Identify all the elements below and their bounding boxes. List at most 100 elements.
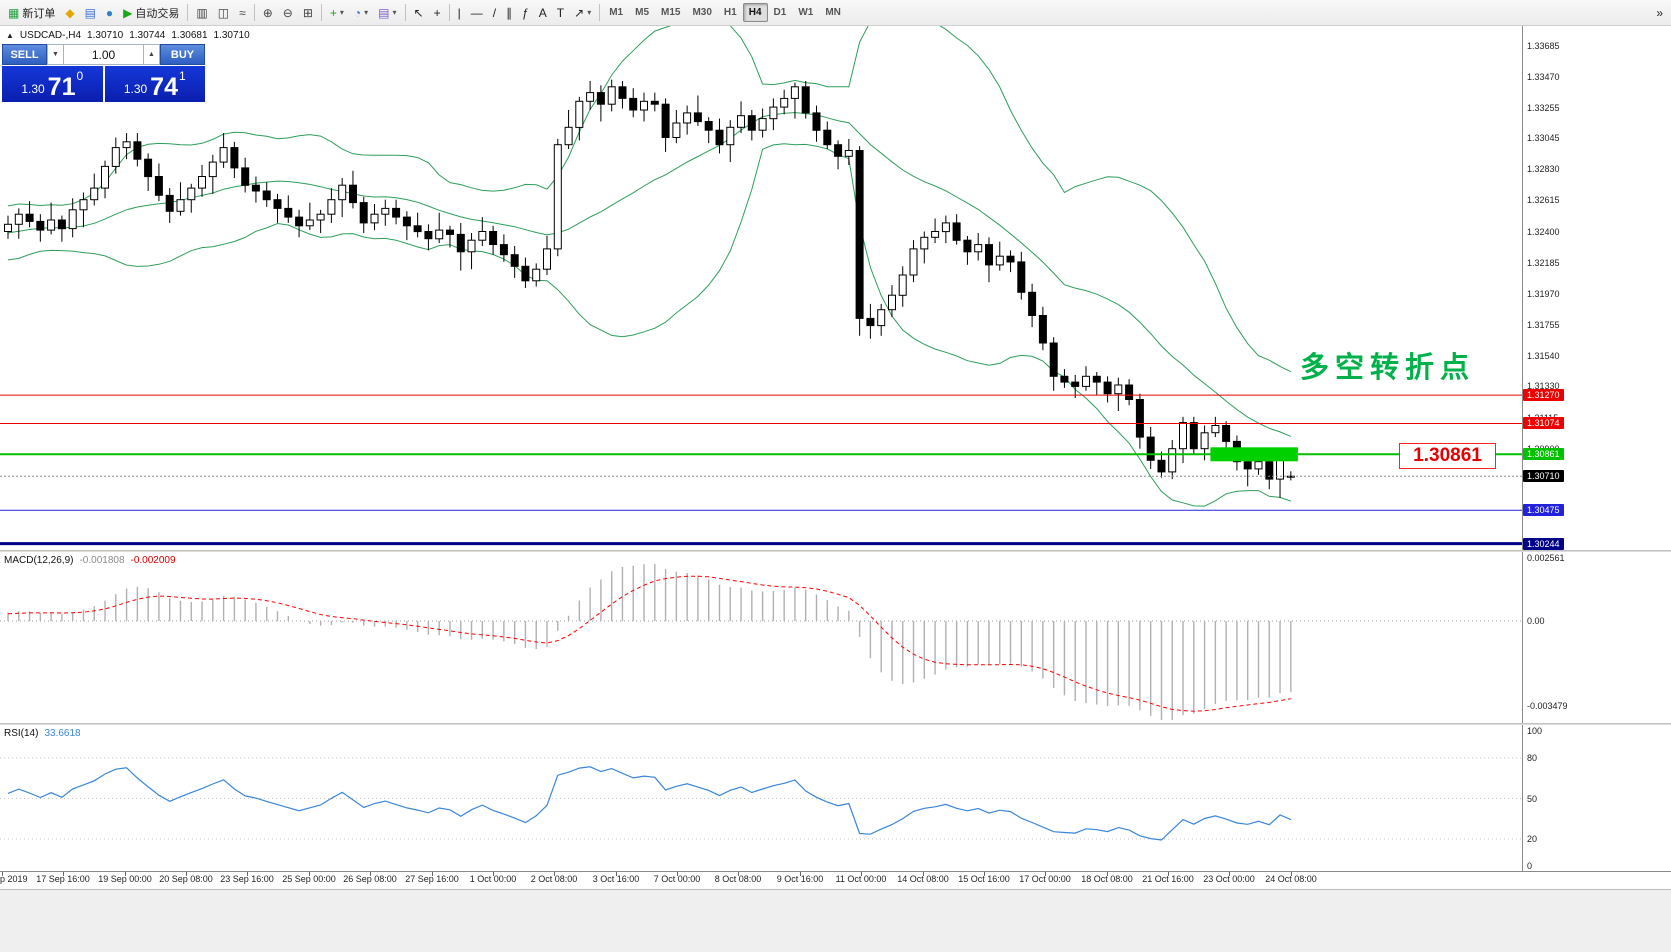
candle-body <box>1222 425 1231 442</box>
templates-button[interactable]: ▤ ▾ <box>373 3 401 23</box>
symbol-period-label: USDCAD-,H4 <box>19 30 82 41</box>
time-axis-label: 17 Sep 16:00 <box>36 874 90 884</box>
candle-body <box>629 97 638 111</box>
sell-button[interactable]: SELL <box>2 44 47 65</box>
market-watch-icon: ▤ <box>84 5 96 20</box>
crosshair-button[interactable]: + <box>429 3 446 23</box>
main-chart[interactable] <box>0 26 1522 550</box>
tile-windows-button[interactable]: ⊞ <box>298 3 318 23</box>
text-label-icon: T <box>556 5 565 20</box>
candle-body <box>553 144 562 250</box>
candle-body <box>295 216 304 227</box>
candle-body <box>47 219 56 231</box>
timeframe-m5-button[interactable]: M5 <box>635 7 650 18</box>
buy-price-display[interactable]: 1.30 74 1 <box>104 66 205 102</box>
chart-profile-icon: ◆ <box>65 5 75 20</box>
candle-body <box>187 187 196 201</box>
time-axis-tick <box>2 872 3 876</box>
time-axis-label: 27 Sep 16:00 <box>405 874 459 884</box>
templates-icon: ▤ <box>378 5 390 20</box>
candle-body <box>133 141 142 160</box>
candle-body <box>683 112 692 124</box>
zoom-out-button[interactable]: ⊖ <box>278 3 298 23</box>
price-axis-label: 1.33045 <box>1527 133 1560 143</box>
timeframe-h1-button[interactable]: H1 <box>723 7 737 18</box>
vertical-line-icon: | <box>457 5 461 20</box>
candle-body <box>402 216 411 227</box>
cursor-button[interactable]: ↖ <box>409 3 429 23</box>
periods-button[interactable]: ◔ ▾ <box>349 3 373 23</box>
rsi-axis-label: 20 <box>1527 834 1538 844</box>
volume-input[interactable] <box>64 44 143 65</box>
candle-body <box>941 222 950 233</box>
macd-axis-label: -0.003479 <box>1527 701 1568 711</box>
timeframe-w1-button[interactable]: W1 <box>798 7 814 18</box>
candle-body <box>316 213 325 221</box>
chart-profile-button[interactable]: ◆ <box>60 3 79 23</box>
rsi-axis-label: 80 <box>1527 753 1538 763</box>
rsi-line <box>7 766 1292 841</box>
volume-increase-button[interactable]: ▲ <box>143 44 160 65</box>
buy-button[interactable]: BUY <box>160 44 205 65</box>
candle-body <box>985 244 993 266</box>
price-callout-box[interactable]: 1.30861 <box>1399 443 1496 469</box>
candle-body <box>456 233 465 253</box>
timeframe-mn-button[interactable]: MN <box>825 7 841 18</box>
time-axis-tick <box>493 872 494 876</box>
time-axis-label: 23 Sep 16:00 <box>220 874 274 884</box>
candle-body <box>79 199 88 211</box>
timeframe-d1-button[interactable]: D1 <box>773 7 787 18</box>
candle-body <box>888 294 896 311</box>
candle-body <box>57 219 66 230</box>
trendline-button[interactable]: / <box>488 3 501 23</box>
candle-body <box>165 194 174 212</box>
line-chart-button[interactable]: ≈ <box>234 3 251 23</box>
channel-button[interactable]: ∥ <box>501 3 517 23</box>
toolbar-overflow-button[interactable]: » <box>1651 3 1668 23</box>
zoom-in-button[interactable]: ⊕ <box>258 3 278 23</box>
price-axis-label: 1.32185 <box>1527 258 1560 268</box>
timeframe-h4-button[interactable]: H4 <box>742 3 768 22</box>
navigator-button[interactable]: ● <box>101 3 118 23</box>
crosshair-icon: + <box>433 5 441 20</box>
vertical-line-button[interactable]: | <box>453 3 466 23</box>
overflow-icon: » <box>1656 5 1663 20</box>
panel-splitter-rsi[interactable] <box>0 723 1671 725</box>
timeframe-m15-button[interactable]: M15 <box>661 7 681 18</box>
channel-icon: ∥ <box>506 5 513 20</box>
market-watch-button[interactable]: ▤ <box>80 3 101 23</box>
volume-decrease-button[interactable]: ▼ <box>47 44 64 65</box>
indicators-button[interactable]: + ▾ <box>325 3 349 23</box>
new-order-button[interactable]: ▦ 新订单 <box>3 3 60 23</box>
time-axis-tick <box>1229 872 1230 876</box>
turning-point-annotation[interactable]: 多空转折点 <box>1300 352 1476 384</box>
candle-body <box>1071 381 1080 387</box>
horizontal-line-button[interactable]: — <box>466 3 488 23</box>
candle-body <box>704 121 713 131</box>
high-value: 1.30744 <box>129 30 166 41</box>
candle-body <box>424 231 433 240</box>
rsi-panel[interactable] <box>0 725 1522 871</box>
toolbar-separator <box>404 4 406 21</box>
candle-chart-button[interactable]: ◫ <box>213 3 234 23</box>
label-button[interactable]: T <box>552 3 569 23</box>
timeframe-m1-button[interactable]: M1 <box>609 7 624 18</box>
bar-chart-button[interactable]: ▥ <box>191 3 212 23</box>
macd-axis-label: 0.002561 <box>1527 553 1565 563</box>
arrows-button[interactable]: ↗ ▾ <box>569 3 596 23</box>
fibonacci-button[interactable]: ƒ <box>517 3 534 23</box>
highlight-zone[interactable] <box>1210 447 1298 462</box>
candle-body <box>1038 315 1047 344</box>
time-axis-label: 26 Sep 08:00 <box>343 874 397 884</box>
panel-splitter-macd[interactable] <box>0 550 1671 552</box>
candle-body <box>446 229 454 235</box>
timeframe-m30-button[interactable]: M30 <box>692 7 712 18</box>
text-button[interactable]: A <box>534 3 552 23</box>
time-axis-tick <box>1107 872 1108 876</box>
macd-panel[interactable] <box>0 552 1522 723</box>
autotrading-button[interactable]: ▶ 自动交易 <box>118 3 184 23</box>
sell-price-display[interactable]: 1.30 71 0 <box>2 66 103 102</box>
tile-windows-icon: ⊞ <box>302 5 313 20</box>
time-axis-tick <box>247 872 248 876</box>
time-axis-label: 21 Oct 16:00 <box>1142 874 1194 884</box>
